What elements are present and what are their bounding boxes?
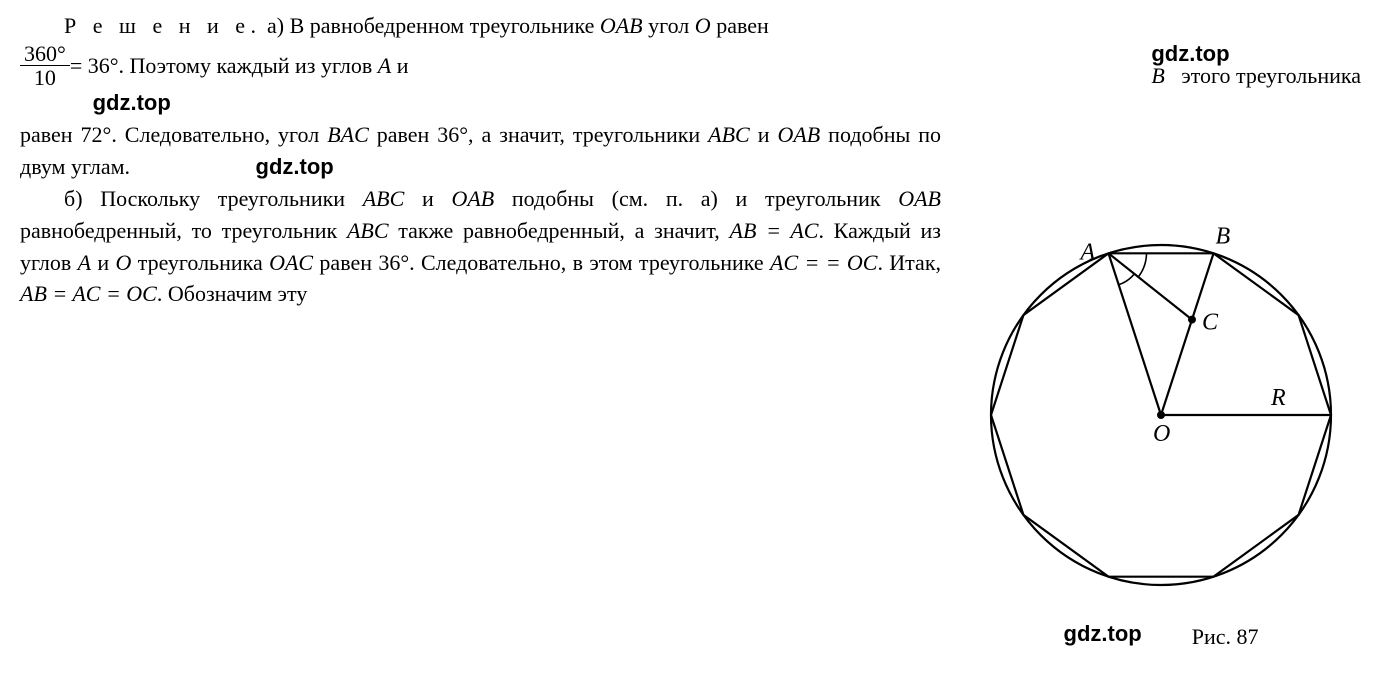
watermark-4: gdz.top bbox=[1064, 623, 1142, 645]
decagon-diagram: A B C O R bbox=[961, 215, 1361, 615]
watermark-2: gdz.top bbox=[93, 87, 1361, 119]
svg-text:C: C bbox=[1202, 310, 1219, 336]
para-top: Р е ш е н и е. а) В равнобедренном треуг… bbox=[20, 10, 1361, 42]
para-a2: равен 72°. Следовательно, угол BAC равен… bbox=[20, 119, 941, 183]
figure-caption: Рис. 87 bbox=[1192, 621, 1259, 653]
figure-column: A B C O R gdz.top Рис. 87 bbox=[961, 215, 1361, 653]
text-column: равен 72°. Следовательно, угол BAC равен… bbox=[20, 119, 941, 310]
fraction: 360° 10 bbox=[20, 42, 70, 89]
svg-text:A: A bbox=[1078, 239, 1095, 265]
para-b: б) Поскольку треугольники ABC и OAB подо… bbox=[20, 183, 941, 311]
solution-label: Р е ш е н и е. bbox=[64, 13, 262, 38]
watermark-icon: gdz.top bbox=[1151, 43, 1229, 65]
para-frac-line: 360° 10 = 36°. Поэтому каждый из углов A… bbox=[20, 42, 1361, 89]
svg-text:O: O bbox=[1153, 421, 1170, 447]
svg-text:R: R bbox=[1270, 385, 1286, 411]
watermark-3: gdz.top bbox=[256, 154, 334, 179]
svg-text:B: B bbox=[1216, 223, 1231, 249]
